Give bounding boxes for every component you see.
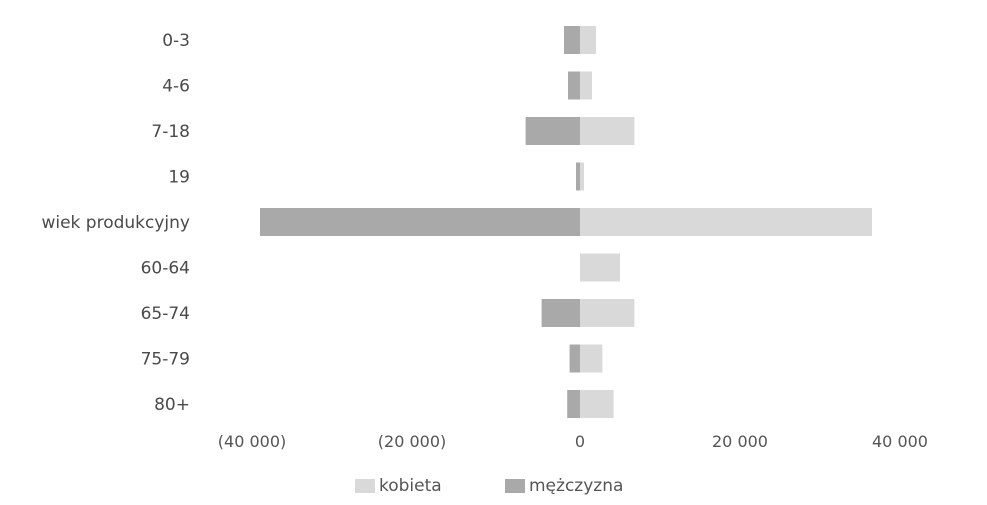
legend-label: mężczyzna [529,476,623,496]
bar-kobieta-75-79 [580,344,603,373]
category-label: wiek produkcyjny [41,213,190,233]
bar-kobieta-60-64 [580,253,620,282]
x-tick-label: 20 000 [712,432,768,451]
legend-swatch [355,479,375,493]
legend-swatch [505,479,525,493]
category-label: 19 [168,168,190,188]
category-label: 60-64 [141,259,190,279]
bar-mężczyzna-0-3 [564,26,580,54]
category-label: 0-3 [162,31,190,51]
category-label: 80+ [154,395,190,415]
category-label: 65-74 [141,304,190,324]
bar-mężczyzna-wiek produkcyjny [260,208,580,236]
bar-mężczyzna-7-18 [525,117,580,145]
x-tick-label: (40 000) [218,432,286,451]
bar-mężczyzna-65-74 [541,299,580,327]
category-label: 75-79 [141,350,190,370]
category-label: 7-18 [151,122,190,142]
bar-kobieta-0-3 [580,26,596,54]
x-tick-label: 0 [575,432,585,451]
legend-label: kobieta [379,476,442,496]
bar-mężczyzna-4-6 [568,71,580,100]
bar-mężczyzna-19 [576,162,580,191]
x-tick-label: (20 000) [378,432,446,451]
bar-mężczyzna-80+ [567,390,580,418]
bar-kobieta-wiek produkcyjny [580,208,872,236]
bar-kobieta-7-18 [580,117,635,145]
bar-kobieta-19 [580,162,584,191]
bar-kobieta-4-6 [580,71,592,100]
bar-kobieta-80+ [580,390,614,418]
category-label: 4-6 [162,77,190,97]
bar-kobieta-65-74 [580,299,635,327]
bar-mężczyzna-75-79 [569,344,580,373]
x-tick-label: 40 000 [872,432,928,451]
